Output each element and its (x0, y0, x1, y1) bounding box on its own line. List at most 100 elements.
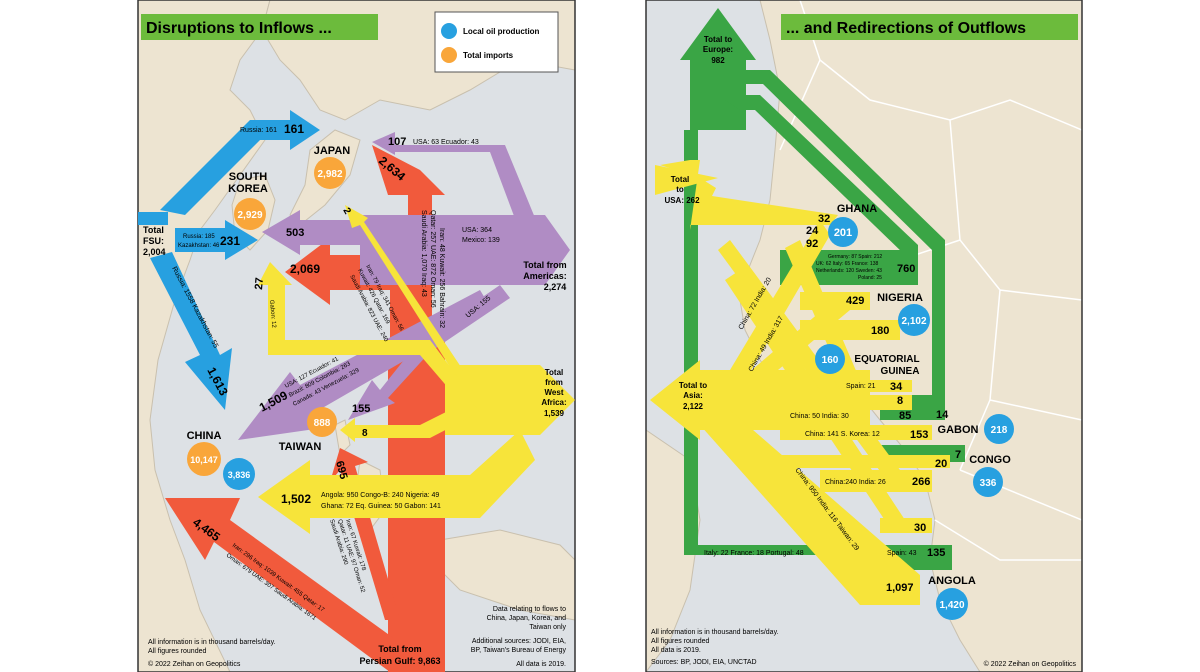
left-footer-1: All information is in thousand barrels/d… (148, 639, 276, 646)
americas-to-korea-arrow (262, 210, 360, 255)
value-1097: 1,097 (886, 582, 914, 594)
ghana-to-asia-diag (785, 240, 860, 385)
asia-total-3: 2,122 (683, 402, 704, 411)
eqg-asia-note: China: 50 India: 30 (790, 413, 849, 420)
americas-korea-note-1: USA: 364 (462, 227, 492, 234)
americas-taiwan-value: 155 (352, 403, 370, 415)
fsu-sk-value: 161 (284, 122, 304, 136)
gulf-total-1: Total from (378, 644, 421, 654)
value-24: 24 (806, 225, 819, 237)
legend: Local oil production Total imports (434, 11, 559, 73)
asia-arrow-head (650, 360, 700, 440)
gulf-japan-note-3: Saudi Arabia: 1,070 Iraq: 43 (420, 210, 427, 297)
fsu-k-note-2: Kazakhstan: 46 (178, 243, 220, 249)
usa-total-1: Total (671, 175, 690, 184)
ghana-label: GHANA (837, 203, 877, 215)
fsu-trunk-arrow (138, 200, 168, 270)
eqg-label-2: GUINEA (881, 366, 920, 377)
usa-total-3: USA: 262 (664, 196, 700, 205)
left-note-4: Additional sources: JODI, EIA, (472, 638, 566, 645)
ghana-value: 201 (834, 227, 852, 239)
southkorea-label-1: SOUTH (229, 171, 268, 183)
europe-note-3: Netherlands: 120 Sweden: 43 (816, 268, 882, 274)
outflow-yellow (650, 160, 950, 605)
left-note-3: Taiwan only (529, 624, 566, 631)
fsu-total-1: Total (143, 225, 164, 235)
left-footer-3: © 2022 Zeihan on Geopolitics (148, 660, 241, 668)
china-imports-circle (187, 442, 221, 476)
china-label: CHINA (187, 430, 222, 442)
value-14: 14 (936, 409, 949, 421)
asia-total-1: Total to (679, 381, 707, 390)
europe-note-2: UK: 62 Italy: 65 France: 138 (816, 261, 878, 267)
right-title-box (781, 14, 1078, 40)
wafrica-to-japan-arrow (345, 205, 463, 375)
value-32: 32 (818, 213, 830, 225)
wafrica-total-1: Total (545, 368, 564, 377)
value-92: 92 (806, 238, 818, 250)
gulf-to-china-arrow (165, 498, 410, 672)
right-title: ... and Redirections of Outflows (786, 20, 1026, 37)
value-7: 7 (955, 449, 961, 461)
congo-asia-note: China:240 India: 26 (825, 479, 886, 486)
right-footer-1: All information is in thousand barrels/d… (651, 629, 779, 636)
americas-to-japan-arrow (372, 132, 540, 232)
eqg-spain-note: Spain: 21 (846, 383, 876, 390)
europe-note-4: Poland: 25 (858, 275, 882, 281)
wafrica-to-taiwan-arrow (340, 400, 480, 442)
legend-local-swatch (441, 23, 457, 39)
europe-total-3: 982 (711, 56, 725, 65)
wafrica-total-4: Africa: (541, 398, 566, 407)
fsu-k-value: 231 (220, 234, 240, 248)
china-imports-value: 10,147 (190, 455, 218, 465)
left-title: Disruptions to Inflows ... (146, 20, 332, 37)
southkorea-label-2: KOREA (228, 183, 268, 195)
west-africa-flows (258, 205, 575, 534)
right-footer-4: Sources: BP, JODI, EIA, UNCTAD (651, 659, 757, 666)
wafrica-japan-value: 2 (340, 206, 353, 217)
japan-imports-value: 2,982 (317, 169, 342, 180)
usa-total-2: to (676, 185, 684, 194)
americas-korea-value: 503 (286, 227, 304, 239)
ghana-circle (828, 217, 858, 247)
gabon-value: 218 (991, 425, 1008, 436)
fsu-to-china-arrow (150, 252, 232, 410)
americas-total-3: 2,274 (544, 282, 567, 292)
wafrica-korea-value: 27 (253, 277, 266, 290)
angola-europe-note: Italy: 22 France: 18 Portugal: 48 (704, 550, 804, 557)
value-180: 180 (871, 325, 889, 337)
europe-mid-loop (705, 70, 945, 420)
wafrica-china-note-2: Ghana: 72 Eq. Guinea: 50 Gabon: 141 (321, 503, 441, 510)
left-note-6: All data is 2019. (516, 661, 566, 668)
wafrica-to-china-arrow (258, 430, 535, 534)
wafrica-china-value: 1,502 (281, 492, 311, 506)
eqg-label-1: EQUATORIAL (854, 354, 919, 365)
diagonal-bundle-2 (725, 270, 905, 528)
wafrica-to-korea-arrow (258, 262, 460, 390)
wafrica-taiwan-value: 8 (362, 428, 368, 439)
legend-local-label: Local oil production (463, 27, 540, 36)
land-indonesia (439, 529, 575, 621)
legend-imports-label: Total imports (463, 51, 514, 60)
value-8: 8 (897, 395, 903, 407)
americas-korea-note-2: Mexico: 139 (462, 237, 500, 244)
value-429: 429 (846, 295, 864, 307)
right-footer-3: All data is 2019. (651, 647, 701, 654)
fsu-flows (138, 110, 320, 410)
fsu-sk-note: Russia: 161 (240, 127, 277, 134)
left-note-2: China, Japan, Korea, and (487, 615, 566, 622)
fsu-k-note-1: Russia: 185 (183, 234, 215, 240)
fsu-to-korea-arrow (175, 220, 258, 260)
gabon-circle (984, 414, 1014, 444)
americas-japan-value: 107 (388, 136, 406, 148)
americas-total-2: Americas: (523, 271, 567, 281)
fsu-total-2: FSU: (143, 236, 164, 246)
land-asia-mainland (138, 0, 271, 672)
gulf-japan-note-2: Qatar: 257 UAE: 872 Oman: 56 (429, 210, 436, 308)
eqg-circle (815, 344, 845, 374)
eqg-value: 160 (822, 355, 839, 366)
left-note-5: BP, Taiwan's Bureau of Energy (471, 647, 567, 654)
fsu-to-southkorea-arrow (160, 110, 320, 215)
europe-note-1: Germany: 87 Spain: 212 (828, 254, 882, 260)
nigeria-label: NIGERIA (877, 292, 923, 304)
